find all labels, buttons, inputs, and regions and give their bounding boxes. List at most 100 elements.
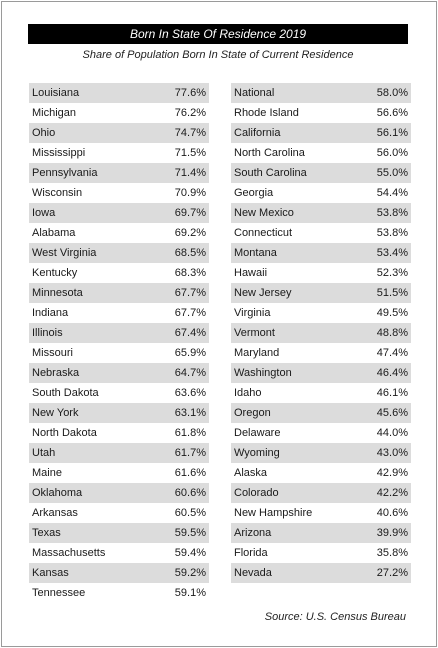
table-row: New Hampshire 40.6% [231,503,411,523]
state-name: New Jersey [234,287,292,299]
state-value: 70.9% [174,187,206,199]
state-name: New Mexico [234,207,294,219]
state-value: 27.2% [376,567,408,579]
state-name: South Carolina [234,167,307,179]
state-value: 58.0% [376,87,408,99]
state-name: California [234,127,281,139]
table-row: Texas 59.5% [29,523,209,543]
state-name: Texas [32,527,61,539]
page-title: Born In State Of Residence 2019 [28,24,408,44]
state-name: Virginia [234,307,271,319]
table-row: Tennessee 59.1% [29,583,209,603]
state-name: Ohio [32,127,56,139]
state-name: Iowa [32,207,56,219]
table-row: South Dakota 63.6% [29,383,209,403]
state-name: Minnesota [32,287,83,299]
table-row: Arizona 39.9% [231,523,411,543]
state-value: 64.7% [174,367,206,379]
table-row: Maine 61.6% [29,463,209,483]
table-row: Hawaii 52.3% [231,263,411,283]
state-name: Alaska [234,467,268,479]
table-row: Alaska 42.9% [231,463,411,483]
table-row: Idaho 46.1% [231,383,411,403]
state-name: Wisconsin [32,187,83,199]
state-name: Montana [234,247,277,259]
state-name: North Carolina [234,147,305,159]
page-subtitle: Share of Population Born In State of Cur… [82,49,354,61]
state-name: Vermont [234,327,275,339]
state-value: 76.2% [174,107,206,119]
table-row: Wyoming 43.0% [231,443,411,463]
table-row: Louisiana 77.6% [29,83,209,103]
state-value: 52.3% [376,267,408,279]
table-row: Delaware 44.0% [231,423,411,443]
state-value: 56.6% [376,107,408,119]
state-name: Maine [32,467,62,479]
state-name: Alabama [32,227,76,239]
state-value: 40.6% [376,507,408,519]
table-row: Kentucky 68.3% [29,263,209,283]
state-value: 61.8% [174,427,206,439]
state-value: 71.4% [174,167,206,179]
state-value: 67.4% [174,327,206,339]
table-row: Indiana 67.7% [29,303,209,323]
state-value: 49.5% [376,307,408,319]
table-row: New Mexico 53.8% [231,203,411,223]
state-value: 59.5% [174,527,206,539]
left-column-table: Louisiana 77.6% Michigan 76.2% Ohio 74.7% Miss… [29,83,209,603]
table-row: Oklahoma 60.6% [29,483,209,503]
table-row: Michigan 76.2% [29,103,209,123]
state-name: Washington [234,367,292,379]
state-name: Louisiana [32,87,80,99]
table-row: Oregon 45.6% [231,403,411,423]
table-row: Washington 46.4% [231,363,411,383]
state-value: 60.5% [174,507,206,519]
table-row: Utah 61.7% [29,443,209,463]
state-name: Maryland [234,347,280,359]
state-value: 67.7% [174,307,206,319]
state-name: West Virginia [32,247,97,259]
table-row: California 56.1% [231,123,411,143]
state-name: National [234,87,275,99]
state-value: 35.8% [376,547,408,559]
state-value: 69.2% [174,227,206,239]
state-value: 60.6% [174,487,206,499]
table-row: South Carolina 55.0% [231,163,411,183]
state-value: 46.1% [376,387,408,399]
state-value: 61.6% [174,467,206,479]
table-row: Massachusetts 59.4% [29,543,209,563]
state-name: Nebraska [32,367,80,379]
state-name: Missouri [32,347,73,359]
state-name: North Dakota [32,427,97,439]
table-row: Wisconsin 70.9% [29,183,209,203]
source-note: Source: U.S. Census Bureau [264,611,406,623]
state-value: 55.0% [376,167,408,179]
state-value: 46.4% [376,367,408,379]
state-value: 77.6% [174,87,206,99]
state-name: Oklahoma [32,487,83,499]
state-value: 44.0% [376,427,408,439]
right-column-table: National 58.0% Rhode Island 56.6% California… [231,83,411,583]
state-value: 51.5% [376,287,408,299]
state-value: 63.1% [174,407,206,419]
state-name: Nevada [234,567,272,579]
table-row: Nebraska 64.7% [29,363,209,383]
state-name: Delaware [234,427,281,439]
state-name: Kansas [32,567,69,579]
table-row: New York 63.1% [29,403,209,423]
state-value: 54.4% [376,187,408,199]
state-value: 69.7% [174,207,206,219]
state-value: 63.6% [174,387,206,399]
state-value: 43.0% [376,447,408,459]
state-value: 53.8% [376,207,408,219]
table-row: West Virginia 68.5% [29,243,209,263]
state-name: Hawaii [234,267,268,279]
table-row: Connecticut 53.8% [231,223,411,243]
state-name: Pennsylvania [32,167,98,179]
table-row: Pennsylvania 71.4% [29,163,209,183]
table-row: Virginia 49.5% [231,303,411,323]
state-value: 61.7% [174,447,206,459]
table-row: Florida 35.8% [231,543,411,563]
state-name: Connecticut [234,227,293,239]
state-name: Mississippi [32,147,86,159]
